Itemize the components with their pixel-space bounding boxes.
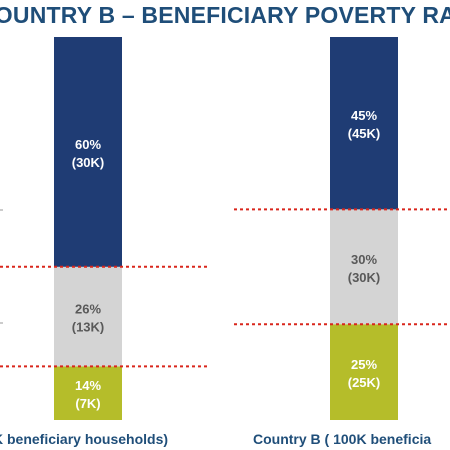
bar-segment-count-label: (7K) [75,396,100,411]
bar-segment-count-label: (25K) [348,375,381,390]
bar-segment-count-label: (30K) [348,270,381,285]
bar-segment-percent-label: 60% [75,137,101,152]
bar-segment [330,324,398,420]
chart-title: COUNTRY B – BENEFICIARY POVERTY RA [0,2,450,28]
bar-segment-percent-label: 25% [351,357,377,372]
bar-segment-count-label: (30K) [72,155,105,170]
left-axis-ticks [0,209,3,324]
chart-right: 25% (25K) 30% (30K) 45% (45K) [234,37,450,420]
bar-segment [330,209,398,325]
bar-segment-percent-label: 45% [351,108,377,123]
bar-segment-count-label: (45K) [348,126,381,141]
chart-left: 14% (7K) 26% (13K) 60% (30K) [0,37,210,420]
bar-segment-percent-label: 26% [75,302,101,317]
chart-right-caption: Country B ( 100K beneficia [253,431,432,447]
bar-segment [54,37,122,267]
bar-segment [54,266,122,367]
bar-segment [54,366,122,420]
bar-segment-percent-label: 14% [75,378,101,393]
chart-left-caption: K beneficiary households) [0,431,169,447]
bar-segment-percent-label: 30% [351,252,377,267]
bar-segment-count-label: (13K) [72,320,105,335]
bar-segment [330,37,398,210]
